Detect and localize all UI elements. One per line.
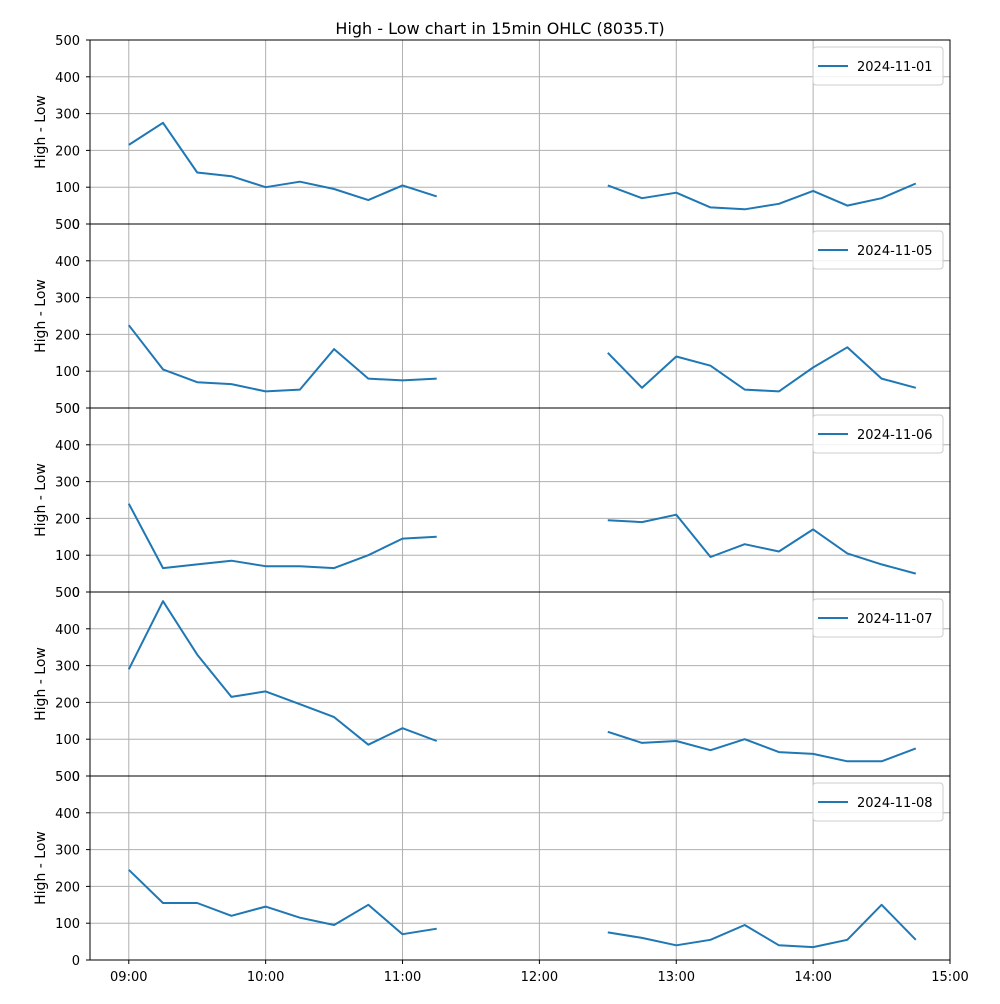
legend-box <box>812 782 944 822</box>
y-tick-label: 200 <box>55 512 80 527</box>
x-tick-label: 14:00 <box>794 970 831 985</box>
y-tick-label: 300 <box>55 292 80 307</box>
frame-layer: 2024-11-01 2024-11-05 2024-11-06 2024-11-07… <box>86 39 951 964</box>
y-axis-label: High - Low <box>33 647 49 721</box>
series-line-afternoon <box>607 513 917 575</box>
series-line-morning <box>127 600 438 746</box>
chart-title: High - Low chart in 15min OHLC (8035.T) <box>335 19 664 38</box>
y-tick-label: 0 <box>72 954 80 969</box>
panel-frame <box>89 775 951 961</box>
y-tick-label: 500 <box>55 402 80 417</box>
y-tick-label: 200 <box>55 144 80 159</box>
y-tick-label: 100 <box>55 365 80 380</box>
y-tick-label: 400 <box>55 623 80 638</box>
series-layer <box>127 121 917 949</box>
y-tick-label: 300 <box>55 108 80 123</box>
y-tick-label: 200 <box>55 880 80 895</box>
series-line-morning <box>128 121 438 202</box>
series-line-afternoon <box>607 730 917 763</box>
y-tick-label: 100 <box>55 733 80 748</box>
x-tick-label: 15:00 <box>931 970 968 985</box>
y-axis-label: High - Low <box>33 95 49 169</box>
series-line-morning <box>128 869 437 936</box>
series-line-morning <box>127 503 437 570</box>
y-axis-label: High - Low <box>33 463 49 537</box>
legend-box <box>812 230 944 270</box>
legend: 2024-11-06 <box>812 414 944 454</box>
series-line-afternoon <box>607 182 917 211</box>
series-line-morning <box>128 324 437 393</box>
y-tick-label: 300 <box>55 660 80 675</box>
legend-box <box>812 414 944 454</box>
label-layer: 0 100 200 300 400 500 High - Low 0 100 200 300 400 5… <box>33 34 969 985</box>
y-tick-label: 500 <box>55 770 80 785</box>
legend-box <box>812 598 944 638</box>
grid-layer <box>90 40 950 960</box>
y-tick-label: 400 <box>55 71 80 86</box>
y-axis-label: High - Low <box>33 279 49 353</box>
y-tick-label: 300 <box>55 476 80 491</box>
y-tick-label: 400 <box>55 439 80 454</box>
y-tick-label: 400 <box>55 807 80 822</box>
y-tick-label: 100 <box>55 549 80 564</box>
legend: 2024-11-08 <box>812 782 944 822</box>
y-tick-label: 300 <box>55 844 80 859</box>
y-tick-label: 400 <box>55 255 80 270</box>
y-tick-label: 0 <box>72 586 80 601</box>
legend-entry: 2024-11-01 <box>857 60 933 75</box>
legend-entry: 2024-11-06 <box>857 428 933 443</box>
y-tick-label: 200 <box>55 696 80 711</box>
legend: 2024-11-07 <box>812 598 944 638</box>
x-tick-label: 09:00 <box>110 970 147 985</box>
legend-entry: 2024-11-07 <box>857 612 933 627</box>
y-tick-label: 500 <box>55 218 80 233</box>
y-tick-label: 500 <box>55 34 80 49</box>
series-line-afternoon <box>607 346 917 393</box>
y-tick-label: 500 <box>55 586 80 601</box>
y-tick-label: 0 <box>72 218 80 233</box>
y-tick-label: 0 <box>72 402 80 417</box>
legend: 2024-11-05 <box>812 230 944 270</box>
legend-box <box>812 46 944 86</box>
x-tick-label: 13:00 <box>658 970 695 985</box>
y-tick-label: 0 <box>72 770 80 785</box>
y-tick-label: 100 <box>55 181 80 196</box>
y-tick-label: 100 <box>55 917 80 932</box>
y-axis-label: High - Low <box>33 831 49 905</box>
x-tick-label: 10:00 <box>247 970 284 985</box>
legend: 2024-11-01 <box>812 46 944 86</box>
x-tick-label: 12:00 <box>521 970 558 985</box>
x-tick-label: 11:00 <box>384 970 421 985</box>
legend-entry: 2024-11-08 <box>857 796 933 811</box>
legend-entry: 2024-11-05 <box>857 244 933 259</box>
series-line-afternoon <box>607 903 917 949</box>
y-tick-label: 200 <box>55 328 80 343</box>
